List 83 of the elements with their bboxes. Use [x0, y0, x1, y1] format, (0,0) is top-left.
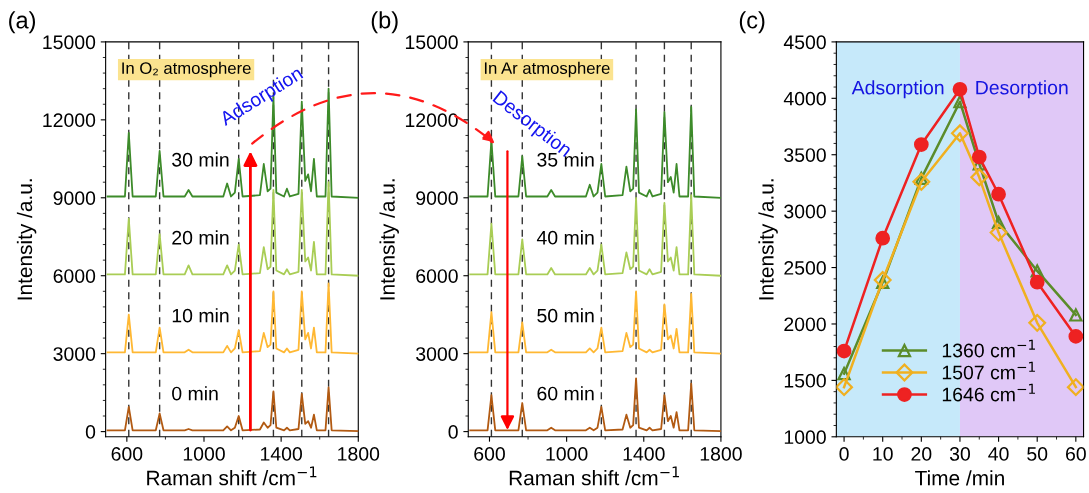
line-series: [469, 194, 721, 277]
series-label: 50 min: [537, 308, 594, 323]
x-tick-label: 1800: [700, 447, 742, 461]
point: [1030, 264, 1044, 278]
legend-label: 1360 cm$^{−1}$: [942, 339, 1035, 358]
point: [1029, 274, 1045, 290]
series-label: 40 min: [536, 230, 594, 245]
point: [950, 124, 969, 143]
point: [913, 137, 929, 152]
y-tick-label: 9000: [416, 191, 458, 206]
point: [1066, 378, 1084, 397]
text: (c): [739, 11, 765, 34]
x-tick-label: 1800: [338, 447, 380, 461]
y-tick-label: 3000: [53, 347, 96, 361]
x-tick-label: 40: [988, 447, 1009, 461]
series-label: 10 min: [172, 308, 229, 323]
legend-label: 1507 cm$^{−1}$: [942, 361, 1035, 380]
series-label: 20 min: [172, 230, 229, 245]
point: [1069, 308, 1083, 322]
point: [912, 172, 931, 191]
x-tick-label: 600: [111, 447, 143, 461]
x-tick-label: 20: [911, 447, 932, 461]
series-label: 30 min: [172, 152, 229, 167]
annotation: In Ar atmosphere: [484, 61, 610, 78]
y-tick-label: 4500: [783, 35, 826, 50]
y-tick-label: 3000: [416, 347, 458, 361]
y-tick-label: 1500: [784, 373, 826, 388]
x-tick-label: 50: [1027, 447, 1048, 461]
y-tick-label: 9000: [53, 191, 96, 206]
y-tick-label: 15000: [43, 35, 96, 50]
band-label: Desorption: [976, 80, 1068, 99]
y-tick-label: 12000: [405, 113, 458, 128]
point: [991, 215, 1006, 230]
point: [953, 95, 967, 109]
point: [971, 149, 987, 165]
x-tick-label: 30: [949, 447, 971, 461]
line-series: [106, 282, 359, 355]
x-axis-title: Time /min: [915, 470, 1004, 486]
y-tick-label: 15000: [405, 35, 458, 50]
y-axis-title: Intensity /a.u.: [758, 179, 778, 300]
y-tick-label: 12000: [43, 113, 96, 128]
point: [1028, 313, 1047, 332]
line-series: [106, 181, 359, 277]
y-tick-label: 0: [85, 425, 96, 439]
x-tick-label: 1000: [546, 447, 588, 461]
point: [970, 168, 989, 187]
x-tick-label: 1000: [183, 447, 225, 461]
x-tick-label: 1400: [260, 447, 303, 461]
x-tick-label: 600: [474, 447, 505, 461]
point: [837, 366, 851, 381]
series-label: 0 min: [172, 386, 218, 401]
point: [1068, 329, 1084, 344]
point: [836, 343, 852, 359]
text: (a): [9, 11, 36, 34]
y-tick-label: 2000: [784, 317, 826, 332]
line-series: [469, 290, 721, 355]
line-series: [469, 377, 721, 432]
band-label: Adsorption: [851, 80, 944, 99]
text: (b): [371, 11, 398, 34]
line-series: [106, 386, 359, 432]
y-tick-label: 6000: [416, 269, 458, 283]
point: [989, 223, 1008, 242]
y-axis-title: Intensity /a.u.: [379, 179, 399, 300]
x-axis-title: Raman shift /cm$^{−1}$: [147, 466, 317, 486]
x-tick-label: 60: [1066, 447, 1086, 461]
x-tick-label: 10: [873, 447, 893, 461]
y-tick-label: 0: [448, 425, 458, 439]
point: [836, 378, 854, 397]
y-tick-label: 2500: [784, 261, 826, 275]
x-axis-title: Raman shift /cm$^{−1}$: [509, 466, 679, 486]
x-tick-label: 0: [839, 447, 849, 461]
series-label: 60 min: [537, 386, 594, 401]
y-tick-label: 1000: [784, 430, 826, 445]
y-axis-title: Intensity /a.u.: [16, 179, 37, 300]
x-tick-label: 1400: [623, 447, 665, 461]
point: [875, 230, 891, 246]
y-tick-label: 3000: [784, 204, 826, 219]
point: [991, 186, 1006, 202]
legend-label: 1646 cm$^{−1}$: [942, 383, 1035, 402]
y-tick-label: 4000: [783, 91, 826, 106]
point: [952, 81, 968, 97]
y-tick-label: 6000: [53, 269, 96, 283]
y-tick-label: 3500: [784, 148, 826, 162]
